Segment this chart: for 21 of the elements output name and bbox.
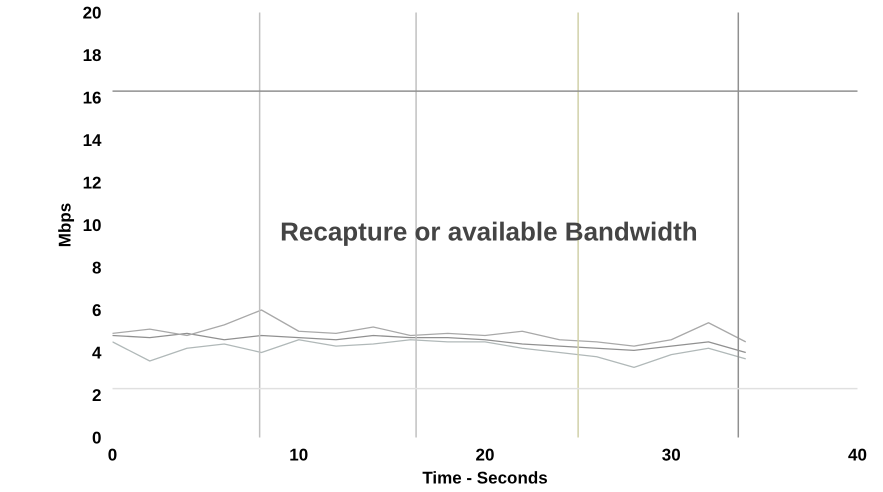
x-tick-label: 30 (662, 446, 681, 464)
x-tick-label: 20 (476, 446, 494, 464)
y-tick-label: 16 (82, 88, 102, 108)
y-tick-label: 4 (92, 344, 102, 362)
x-tick-label: 40 (848, 446, 867, 464)
y-tick-label: 14 (82, 131, 102, 150)
y-tick-label: 8 (92, 258, 102, 278)
x-tick-label: 0 (108, 446, 118, 464)
y-tick-label: 10 (82, 216, 102, 235)
y-axis-title: Mbps (56, 202, 75, 248)
y-tick-label: 12 (82, 174, 102, 192)
y-tick-label: 0 (92, 428, 102, 448)
x-axis-title: Time - Seconds (422, 468, 548, 488)
annotation: Recapture or available Bandwidth (280, 216, 698, 246)
x-tick-label: 10 (289, 446, 308, 464)
y-tick-label: 2 (92, 386, 102, 405)
line-series (112, 309, 746, 347)
y-tick-label: 6 (92, 301, 102, 320)
y-tick-label: 20 (82, 4, 102, 22)
y-tick-label: 18 (82, 46, 102, 65)
line-series (112, 339, 746, 368)
